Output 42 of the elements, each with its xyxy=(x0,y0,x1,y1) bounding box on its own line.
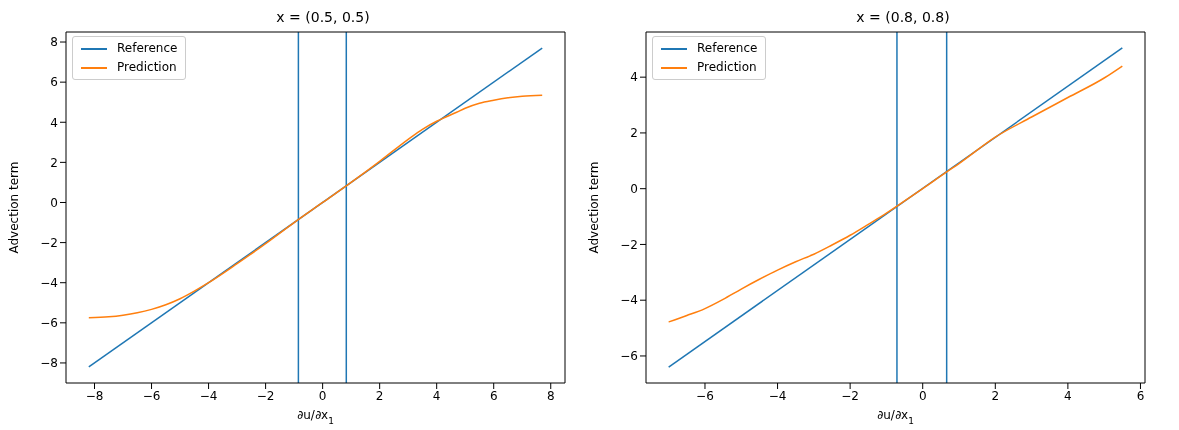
y-tick-label: 4 xyxy=(50,115,58,130)
y-tick-label: 6 xyxy=(50,75,58,90)
legend-label: Prediction xyxy=(697,59,757,76)
y-tick-label: 2 xyxy=(50,155,58,170)
x-tick-label: −4 xyxy=(199,388,218,403)
x-tick-label: 2 xyxy=(375,388,384,403)
x-tick-label: 8 xyxy=(546,388,555,403)
y-axis-title: Advection term xyxy=(7,161,22,254)
x-tick-label: −2 xyxy=(256,388,275,403)
x-tick-label: 0 xyxy=(318,388,327,403)
x-tick-label: −4 xyxy=(768,388,787,403)
x-tick-label: 2 xyxy=(991,388,1000,403)
y-axis-title: Advection term xyxy=(587,161,602,254)
x-tick-label: −2 xyxy=(841,388,859,403)
x-tick-label: 6 xyxy=(1136,388,1145,403)
y-tick-label: −2 xyxy=(620,237,638,252)
y-tick-label: −4 xyxy=(40,275,58,290)
y-tick-label: 0 xyxy=(50,195,58,210)
x-tick-label: −8 xyxy=(85,388,104,403)
line-series xyxy=(88,94,543,319)
legend-label: Reference xyxy=(697,40,758,57)
x-tick-label: −6 xyxy=(142,388,161,403)
x-axis-title: ∂u/∂x$_{1}$ xyxy=(877,408,914,426)
y-tick-label: −2 xyxy=(40,235,58,250)
y-tick-label: 8 xyxy=(50,35,58,50)
legend-label: Prediction xyxy=(117,59,177,76)
x-tick-label: 0 xyxy=(918,388,927,403)
x-tick-label: −6 xyxy=(696,388,714,403)
x-axis-title: ∂u/∂x$_{1}$ xyxy=(297,408,334,426)
y-tick-label: −6 xyxy=(620,349,638,364)
y-tick-label: 0 xyxy=(630,181,638,196)
chart-title: x = (0.8, 0.8) xyxy=(855,8,951,26)
legend-label: Reference xyxy=(117,40,178,57)
y-tick-label: −4 xyxy=(620,293,638,308)
y-tick-label: 2 xyxy=(630,126,638,141)
y-tick-label: 4 xyxy=(630,70,638,85)
x-tick-label: 4 xyxy=(1064,388,1072,403)
y-tick-label: −6 xyxy=(40,316,58,331)
x-tick-label: 6 xyxy=(489,388,498,403)
y-tick-label: −8 xyxy=(40,356,58,371)
chart-title: x = (0.5, 0.5) xyxy=(275,8,371,26)
x-tick-label: 4 xyxy=(432,388,441,403)
